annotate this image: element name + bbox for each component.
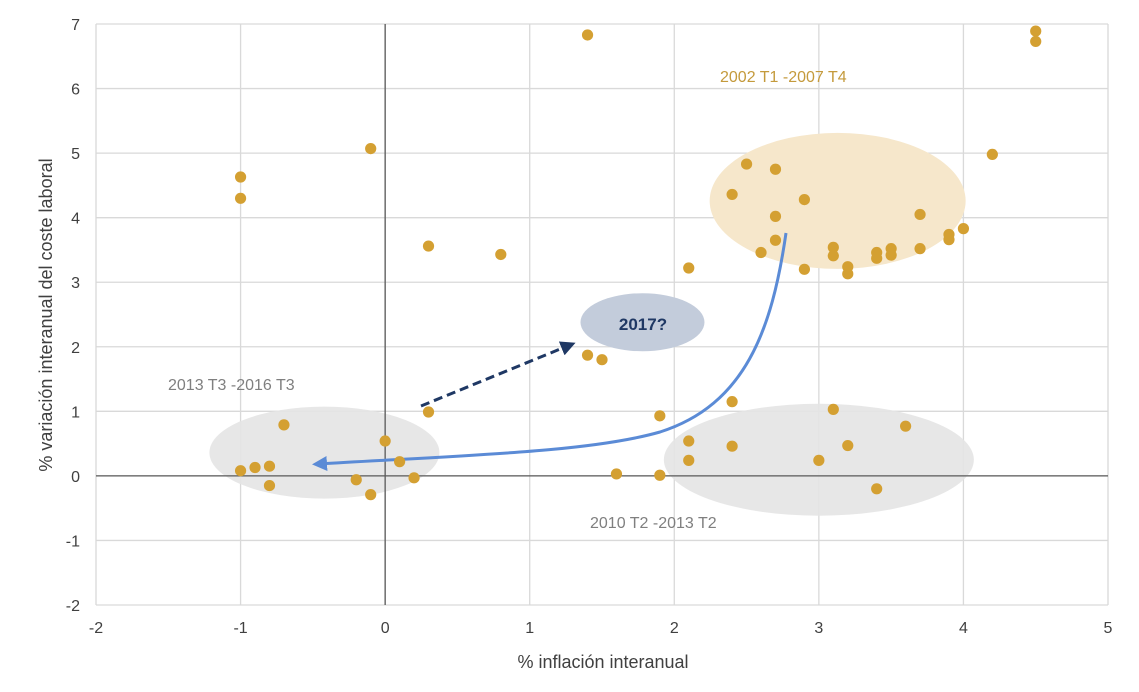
y-tick-label: 3 bbox=[71, 275, 80, 292]
data-point bbox=[422, 406, 435, 418]
data-point bbox=[1030, 35, 1042, 48]
data-point bbox=[871, 252, 883, 264]
data-point bbox=[234, 465, 247, 477]
data-point bbox=[408, 472, 420, 484]
data-point bbox=[278, 419, 290, 431]
annotation-2013-2016: 2013 T3 -2016 T3 bbox=[168, 377, 295, 394]
data-point bbox=[596, 354, 608, 366]
x-tick-label: -1 bbox=[233, 620, 247, 637]
data-point bbox=[885, 249, 897, 261]
data-point bbox=[654, 410, 666, 422]
trajectory-arrow bbox=[312, 232, 788, 471]
data-point bbox=[350, 474, 362, 486]
data-point bbox=[827, 250, 839, 262]
y-tick-label: 2 bbox=[71, 340, 80, 357]
data-point bbox=[581, 29, 594, 41]
data-point bbox=[755, 246, 767, 259]
y-tick-label: -1 bbox=[66, 533, 80, 550]
y-tick-label: 0 bbox=[71, 469, 80, 486]
annotation-2010-2013: 2010 T2 -2013 T2 bbox=[590, 515, 717, 532]
data-point bbox=[813, 454, 825, 466]
y-tick-label: -2 bbox=[66, 598, 80, 615]
data-point bbox=[365, 142, 377, 155]
y-tick-label: 4 bbox=[71, 211, 80, 228]
data-point bbox=[1030, 25, 1042, 37]
x-tick-label: 4 bbox=[959, 620, 968, 637]
x-tick-label: 0 bbox=[381, 620, 390, 637]
annotation-2002-2007: 2002 T1 -2007 T4 bbox=[720, 69, 847, 86]
zero-axes bbox=[96, 24, 1108, 605]
y-tick-label: 7 bbox=[71, 17, 80, 34]
x-tick-label: 2 bbox=[670, 620, 679, 637]
data-point bbox=[827, 241, 839, 253]
ellipse-2013-2016 bbox=[209, 406, 440, 499]
data-point bbox=[379, 435, 391, 447]
data-point bbox=[365, 489, 377, 501]
y-tick-label: 6 bbox=[71, 82, 80, 99]
data-point bbox=[263, 460, 276, 472]
x-tick-label: -2 bbox=[89, 620, 103, 637]
data-point bbox=[957, 223, 970, 235]
data-point bbox=[394, 456, 406, 468]
data-points bbox=[234, 25, 1042, 501]
data-point bbox=[914, 208, 926, 221]
x-tick-label: 1 bbox=[525, 620, 534, 637]
data-point bbox=[914, 243, 926, 255]
trajectory-curve bbox=[312, 232, 788, 471]
data-point bbox=[683, 454, 695, 466]
y-tick-label: 1 bbox=[71, 404, 80, 421]
data-point bbox=[263, 479, 276, 492]
data-point bbox=[422, 240, 435, 252]
data-point bbox=[495, 248, 507, 261]
x-tick-label: 3 bbox=[814, 620, 823, 637]
data-point bbox=[581, 349, 594, 361]
data-point bbox=[726, 440, 738, 452]
data-point bbox=[234, 192, 247, 204]
data-point bbox=[871, 483, 883, 495]
data-point bbox=[683, 262, 695, 274]
data-point bbox=[654, 469, 666, 481]
data-point bbox=[842, 268, 854, 280]
x-axis-title: % inflación interanual bbox=[517, 652, 688, 672]
tick-labels: -2 -1 0 1 2 3 4 5 -2 -1 0 1 2 3 4 5 6 7 bbox=[66, 17, 1113, 637]
data-point bbox=[249, 461, 261, 474]
data-point bbox=[769, 234, 782, 246]
data-point bbox=[726, 188, 738, 201]
y-tick-label: 5 bbox=[71, 146, 80, 163]
data-point bbox=[234, 171, 247, 183]
data-point bbox=[986, 148, 998, 161]
data-point bbox=[798, 193, 811, 206]
data-point bbox=[943, 234, 955, 246]
data-point bbox=[726, 396, 738, 408]
data-point bbox=[683, 435, 695, 447]
data-point bbox=[900, 420, 912, 432]
annotation-2017: 2017? bbox=[619, 315, 667, 334]
data-point bbox=[798, 263, 811, 275]
ellipse-2017 bbox=[580, 293, 705, 352]
data-point bbox=[769, 210, 782, 222]
forecast-dashed-arrow bbox=[420, 341, 576, 408]
period-ellipses bbox=[209, 132, 974, 516]
y-axis-title: % variación interanual del coste laboral bbox=[36, 158, 56, 471]
data-point bbox=[827, 403, 839, 415]
x-tick-label: 5 bbox=[1104, 620, 1113, 637]
data-point bbox=[842, 439, 854, 452]
data-point bbox=[769, 163, 782, 175]
data-point bbox=[740, 158, 753, 170]
data-point bbox=[610, 468, 623, 480]
